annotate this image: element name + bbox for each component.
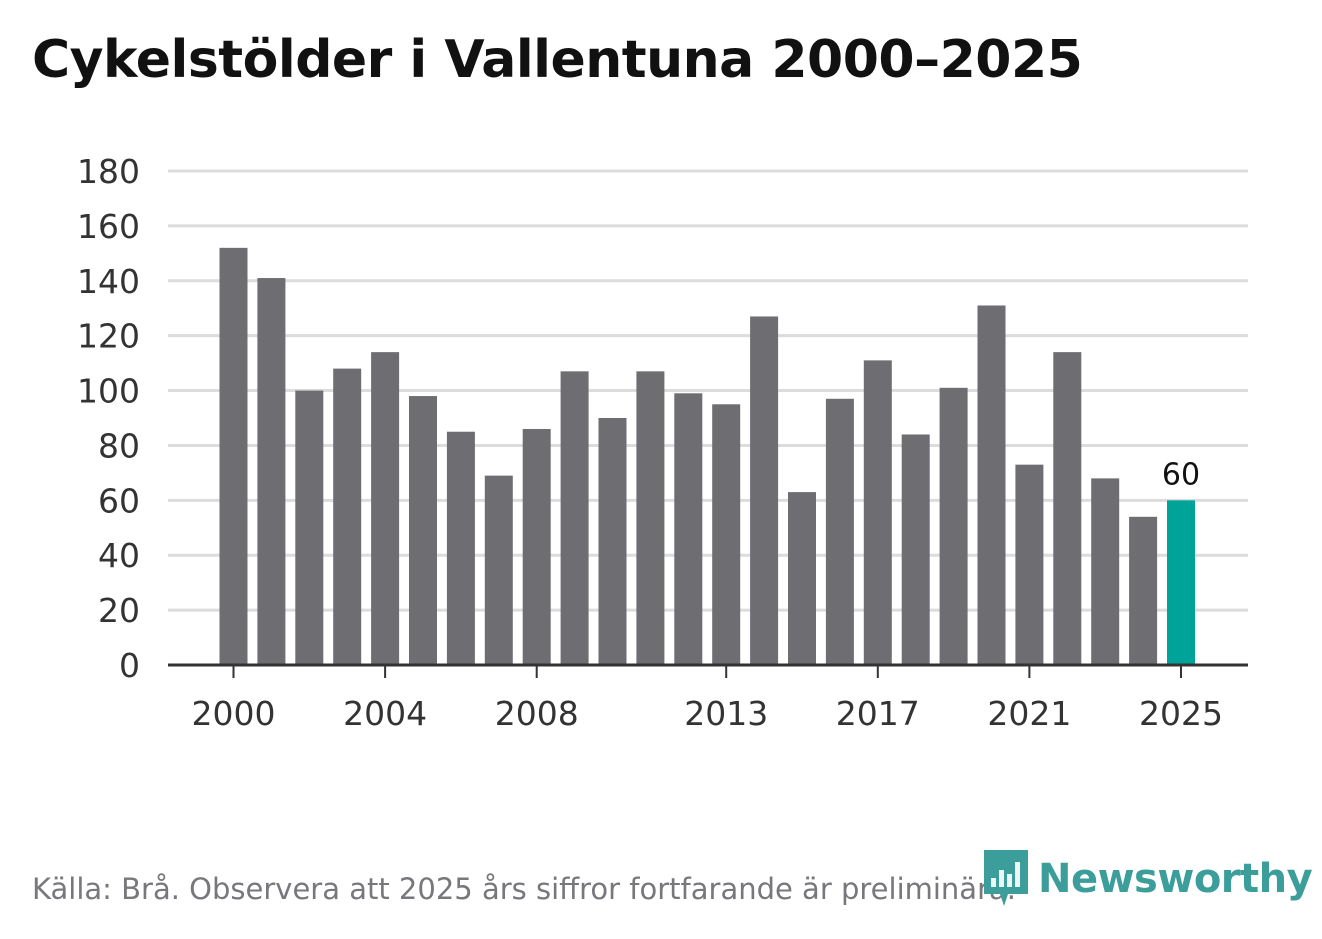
y-tick-label: 20 [98, 591, 140, 630]
bar-2017[interactable] [863, 360, 892, 665]
bar-2023[interactable] [1091, 478, 1120, 665]
bars [219, 247, 1195, 665]
x-tick-label: 2013 [684, 694, 768, 733]
x-tick-label: 2017 [836, 694, 920, 733]
x-tick-label: 2025 [1139, 694, 1223, 733]
y-tick-label: 160 [77, 207, 140, 246]
x-tick-label: 2008 [495, 694, 579, 733]
bar-2021[interactable] [1015, 464, 1044, 665]
bar-2001[interactable] [257, 278, 286, 665]
bar-2006[interactable] [446, 431, 475, 665]
bar-2019[interactable] [939, 387, 968, 665]
y-tick-label: 180 [77, 152, 140, 191]
data-labels: 60 [1162, 457, 1200, 492]
y-tick-label: 40 [98, 536, 140, 575]
brand-name: Newsworthy [1038, 856, 1313, 902]
bar-2025[interactable] [1167, 500, 1195, 665]
newsworthy-logo-icon [984, 850, 1028, 906]
bar-2009[interactable] [560, 371, 589, 665]
bar-2022[interactable] [1053, 352, 1082, 665]
bar-2002[interactable] [295, 390, 324, 665]
y-tick-label: 120 [77, 317, 140, 356]
bar-2016[interactable] [825, 398, 854, 665]
bar-2014[interactable] [750, 316, 779, 665]
bar-2020[interactable] [977, 305, 1006, 665]
bar-2008[interactable] [522, 428, 551, 665]
bar-2015[interactable] [788, 492, 816, 665]
highlight-value-label: 60 [1162, 457, 1200, 492]
bar-2018[interactable] [901, 434, 930, 665]
source-note: Källa: Brå. Observera att 2025 års siffr… [32, 872, 1016, 906]
bar-2000[interactable] [219, 247, 248, 665]
bar-2004[interactable] [371, 352, 400, 665]
y-tick-label: 140 [77, 262, 140, 301]
y-tick-label: 80 [98, 426, 140, 465]
bar-2010[interactable] [598, 418, 627, 665]
y-tick-label: 100 [77, 372, 140, 411]
gridlines [168, 169, 1248, 612]
x-tick-label: 2021 [987, 694, 1071, 733]
y-tick-label: 60 [98, 481, 140, 520]
bar-2007[interactable] [484, 475, 513, 665]
chart-title: Cykelstölder i Vallentuna 2000–2025 [32, 30, 1083, 90]
brand-logo[interactable]: Newsworthy [982, 848, 1313, 910]
bar-2013[interactable] [712, 404, 741, 665]
bar-2012[interactable] [674, 393, 703, 665]
bar-chart: 0 20 40 60 80 100 120 140 160 180 2000 2004 2008 201… [77, 152, 1248, 733]
y-tick-label: 0 [119, 646, 140, 685]
y-axis-ticks: 0 20 40 60 80 100 120 140 160 180 [77, 152, 140, 685]
bar-2003[interactable] [333, 368, 362, 665]
x-tick-label: 2000 [192, 694, 276, 733]
bar-2005[interactable] [409, 396, 437, 665]
x-tick-label: 2004 [343, 694, 427, 733]
x-axis: 2000 2004 2008 2013 2017 2021 2025 [168, 663, 1248, 733]
bar-2024[interactable] [1129, 516, 1158, 665]
bar-2011[interactable] [636, 371, 665, 665]
